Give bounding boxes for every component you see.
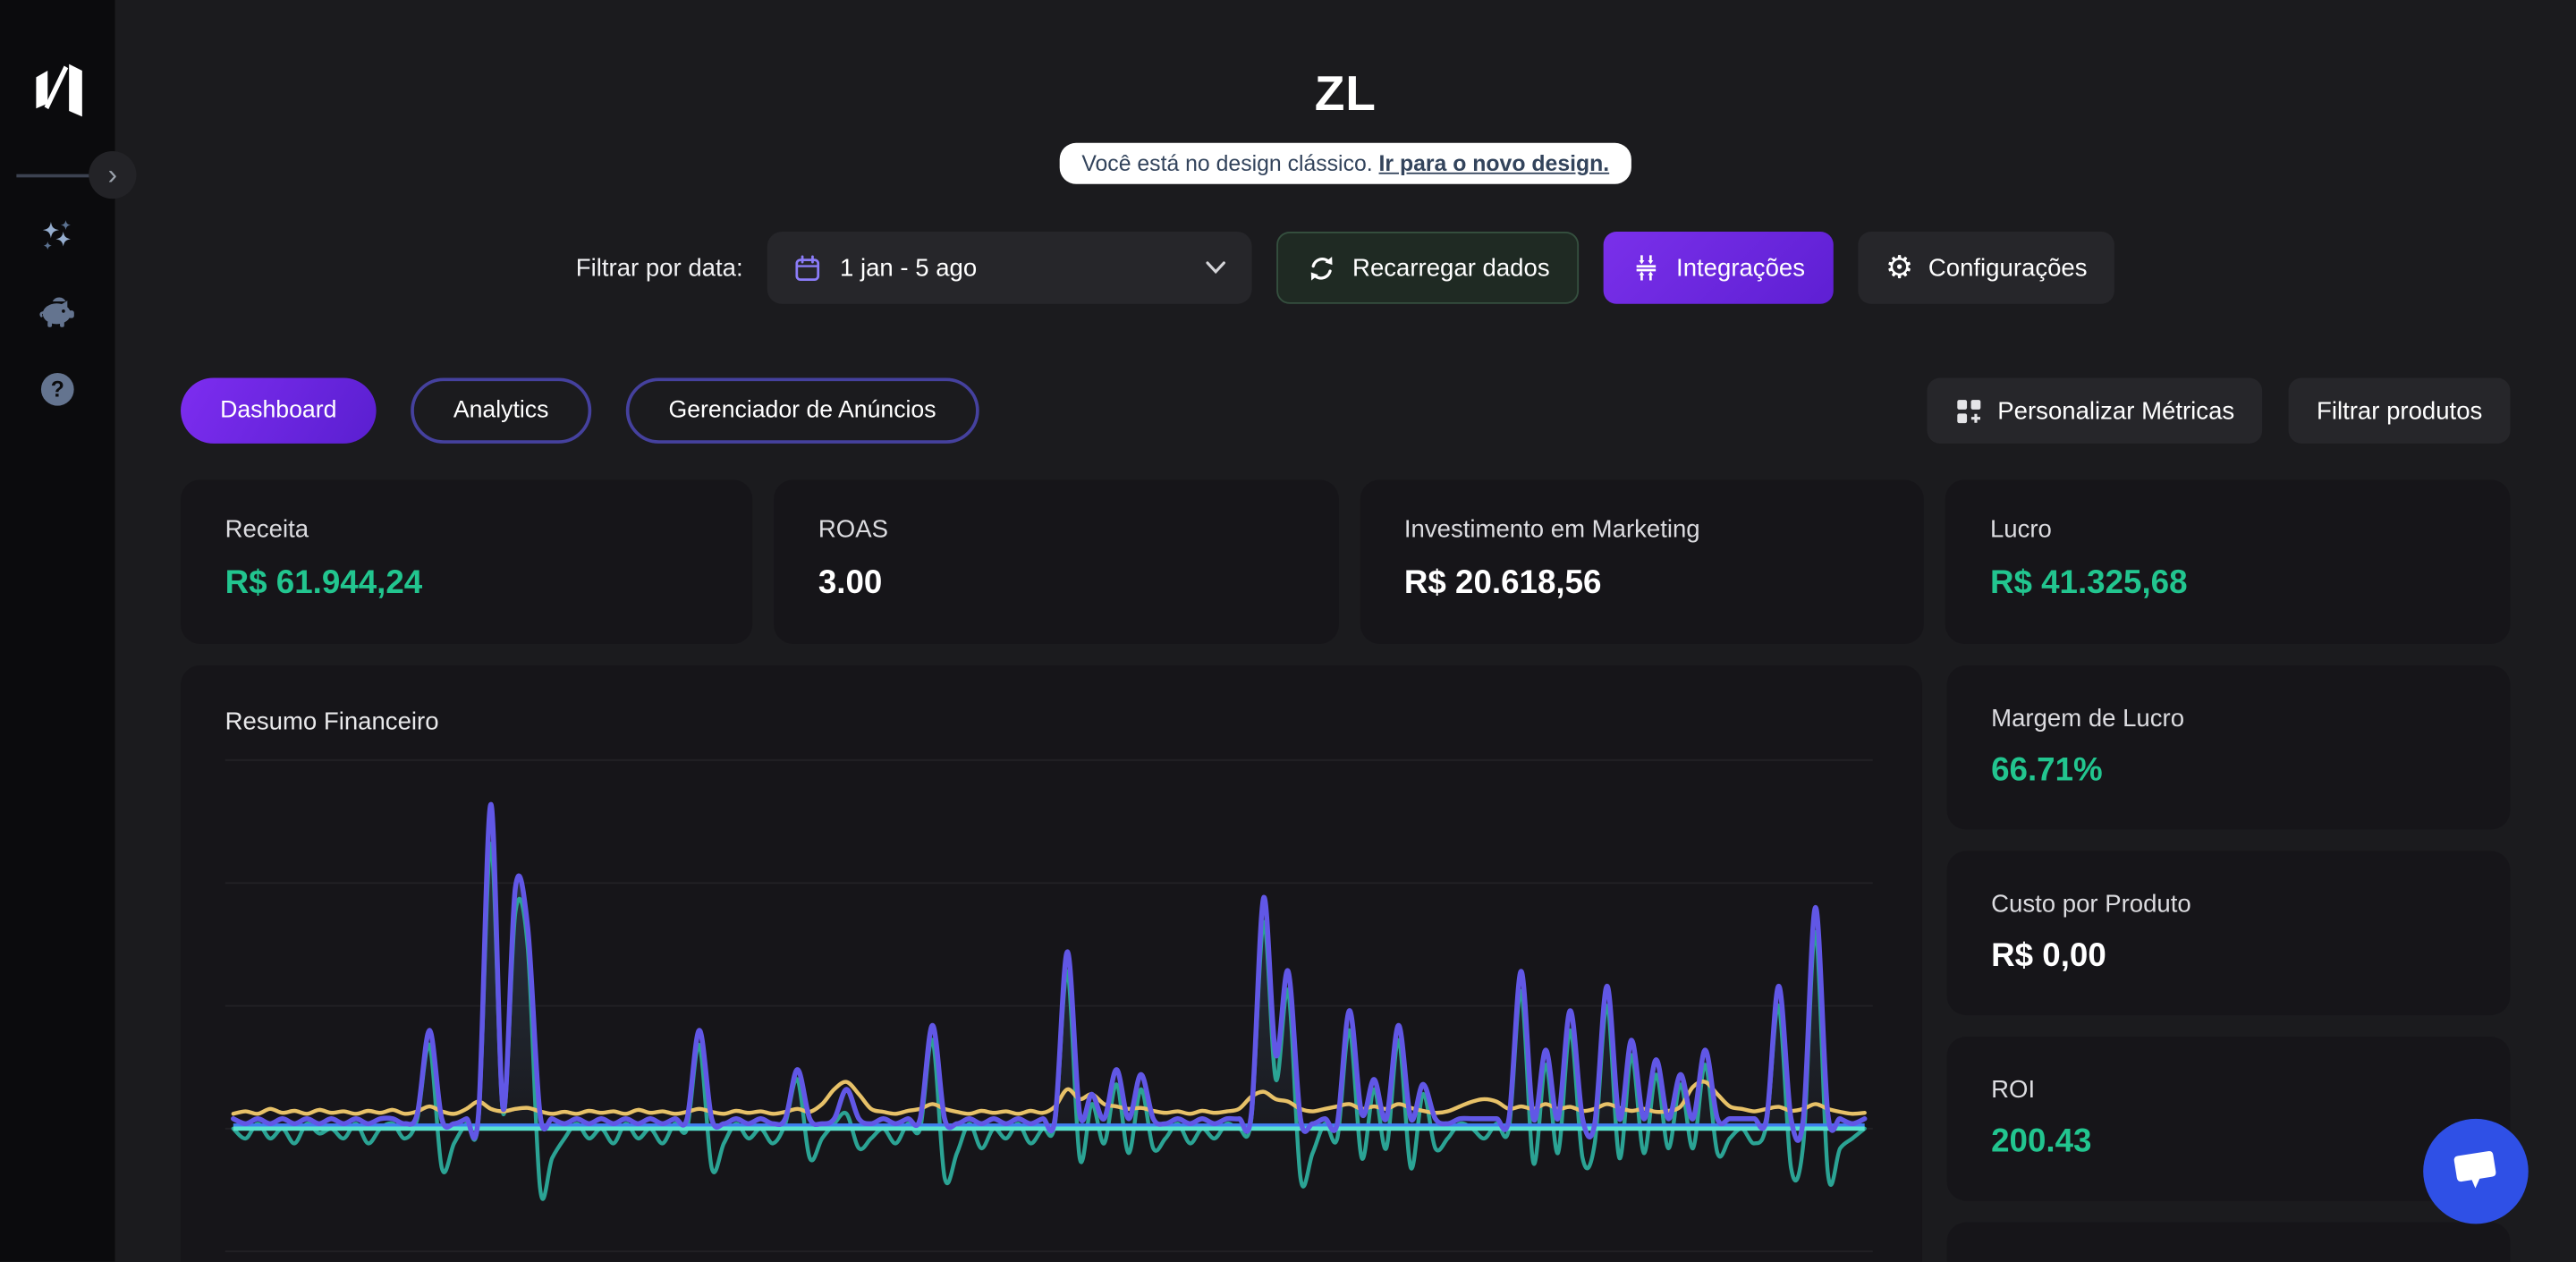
- date-range-value: 1 jan - 5 ago: [839, 253, 978, 282]
- tab-ads-manager[interactable]: Gerenciador de Anúncios: [625, 377, 979, 444]
- chevron-down-icon: [1206, 261, 1226, 275]
- metric-card-lucro: Lucro R$ 41.325,68: [1945, 479, 2511, 644]
- filter-products-label: Filtrar produtos: [2317, 396, 2483, 425]
- metric-value: R$ 61.944,24: [225, 564, 423, 602]
- filter-date-label: Filtrar por data:: [575, 253, 743, 282]
- chat-bubble-icon: [2453, 1150, 2496, 1189]
- calendar-icon: [795, 254, 820, 281]
- brand-logo-icon: [36, 64, 82, 117]
- sidebar-expand-button[interactable]: ›: [89, 150, 137, 199]
- refresh-icon: [1311, 256, 1333, 280]
- sidebar: ›: [0, 0, 137, 1262]
- chevron-right-icon: ›: [107, 159, 118, 191]
- header: ZL Você está no design clássico. Ir para…: [115, 0, 2576, 184]
- main-tabs: Dashboard Analytics Gerenciador de Anúnc…: [181, 377, 979, 444]
- filter-products-button[interactable]: Filtrar produtos: [2288, 377, 2511, 444]
- page-title: ZL: [1314, 67, 1377, 122]
- piggy-bank-icon[interactable]: [38, 292, 77, 332]
- metric-value: R$ 0,00: [1991, 937, 2106, 975]
- metric-card-receita: Receita R$ 61.944,24: [181, 479, 753, 644]
- settings-label: Configurações: [1928, 253, 2088, 282]
- metric-label: Custo por Produto: [1991, 890, 2191, 919]
- metrics-row: Receita R$ 61.944,24 ROAS 3.00 Investime…: [181, 479, 2511, 644]
- side-metrics-column: Margem de Lucro 66.71% Custo por Produto…: [1946, 665, 2511, 1262]
- design-banner: Você está no design clássico. Ir para o …: [1060, 142, 1631, 184]
- gear-icon: ⚙: [1885, 249, 1914, 285]
- integrations-button[interactable]: Integrações: [1604, 231, 1834, 304]
- brand-logo: [28, 55, 87, 121]
- customize-metrics-label: Personalizar Métricas: [1997, 396, 2235, 425]
- sparkles-icon[interactable]: [38, 216, 77, 255]
- metric-label: ROI: [1991, 1076, 2036, 1105]
- metric-label: Margem de Lucro: [1991, 704, 2185, 733]
- reload-data-button[interactable]: Recarregar dados: [1276, 231, 1580, 304]
- side-card-partial: [1946, 1222, 2511, 1262]
- metric-value: R$ 20.618,56: [1403, 564, 1602, 602]
- side-card-custo: Custo por Produto R$ 0,00: [1946, 851, 2511, 1016]
- side-card-roi: ROI 200.43: [1946, 1036, 2511, 1201]
- side-card-margem: Margem de Lucro 66.71%: [1946, 665, 2511, 830]
- metric-value: 200.43: [1991, 1123, 2092, 1160]
- svg-text:?: ?: [51, 378, 64, 402]
- help-icon[interactable]: ?: [38, 369, 77, 409]
- metric-card-roas: ROAS 3.00: [774, 479, 1339, 644]
- metric-value: 66.71%: [1991, 752, 2103, 789]
- banner-text: Você está no design clássico.: [1081, 150, 1379, 176]
- integrations-label: Integrações: [1676, 253, 1806, 282]
- metric-card-investimento: Investimento em Marketing R$ 20.618,56: [1360, 479, 1925, 644]
- chart-gridlines: [225, 758, 1873, 1253]
- metric-label: Receita: [225, 515, 309, 544]
- customize-metrics-button[interactable]: Personalizar Métricas: [1927, 377, 2263, 444]
- date-range-select[interactable]: 1 jan - 5 ago: [767, 231, 1253, 304]
- tab-dashboard[interactable]: Dashboard: [181, 377, 377, 444]
- metric-value: R$ 41.325,68: [1989, 564, 2188, 602]
- financial-chart: [225, 758, 1873, 1253]
- filter-bar: Filtrar por data: 1 jan - 5 ago Recarreg…: [115, 231, 2576, 304]
- integrations-icon: [1637, 255, 1657, 281]
- sidebar-divider: [16, 174, 96, 178]
- chart-area-fill: [233, 804, 1865, 1141]
- financial-summary-card: Resumo Financeiro: [181, 665, 1922, 1262]
- top-actions: Personalizar Métricas Filtrar produtos: [1927, 377, 2511, 444]
- chart-line-teal: [231, 842, 1867, 1201]
- banner-link[interactable]: Ir para o novo design.: [1378, 150, 1610, 176]
- chart-title: Resumo Financeiro: [225, 707, 439, 736]
- tab-analytics[interactable]: Analytics: [411, 377, 592, 444]
- metric-label: Investimento em Marketing: [1403, 515, 1700, 544]
- sidebar-nav: ?: [0, 216, 115, 410]
- reload-data-label: Recarregar dados: [1352, 253, 1550, 282]
- metric-value: 3.00: [818, 564, 883, 602]
- chat-widget-button[interactable]: [2423, 1118, 2529, 1224]
- grid-plus-icon: [1957, 399, 1981, 423]
- metric-label: ROAS: [818, 515, 888, 544]
- chart-line-purple: [231, 801, 1868, 1143]
- metric-label: Lucro: [1989, 515, 2052, 544]
- settings-button[interactable]: ⚙ Configurações: [1857, 231, 2115, 304]
